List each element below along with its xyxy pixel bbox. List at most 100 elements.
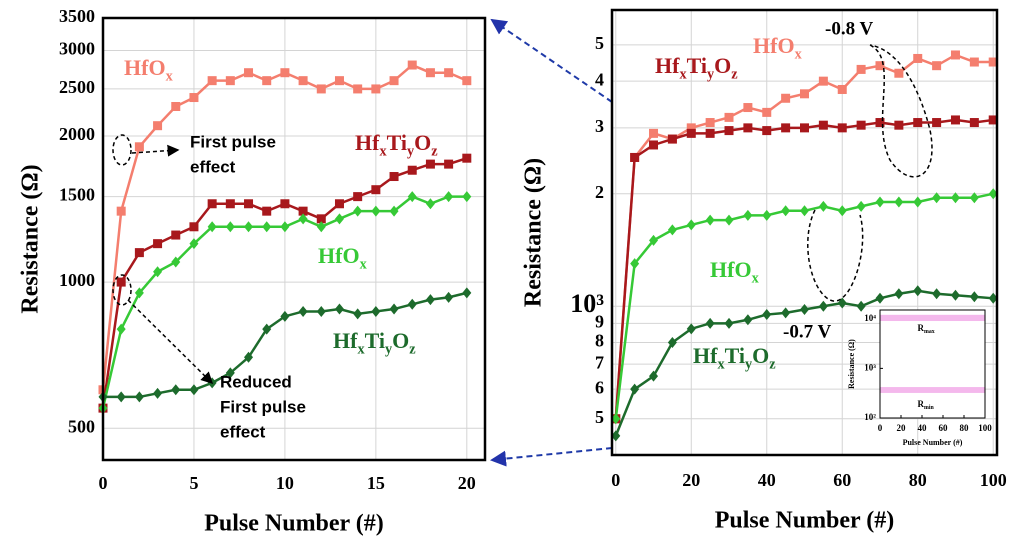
data-point — [334, 213, 344, 225]
data-point — [134, 142, 144, 152]
data-point — [334, 76, 344, 86]
x-axis-label: Pulse Number (#) — [903, 438, 963, 447]
data-point — [800, 205, 809, 217]
data-point — [353, 84, 363, 94]
y-tick-label: 500 — [68, 416, 95, 436]
data-point — [389, 303, 399, 315]
plot-frame — [610, 8, 999, 457]
data-point — [969, 118, 979, 128]
data-point — [649, 140, 659, 150]
data-point — [649, 234, 659, 246]
y-tick-label: 3 — [595, 116, 604, 136]
data-point — [988, 188, 998, 200]
data-point — [837, 205, 847, 217]
data-point — [837, 123, 847, 133]
zoom-connector — [490, 18, 613, 103]
x-tick-label: 0 — [99, 473, 108, 493]
y-tick-label: 1000 — [59, 270, 95, 290]
data-point — [894, 68, 904, 78]
x-tick-label: 20 — [458, 473, 476, 493]
data-point — [189, 93, 199, 103]
x-tick-label: 80 — [960, 423, 970, 433]
data-point — [913, 285, 923, 297]
x-axis-label: Pulse Number (#) — [715, 508, 895, 534]
data-point — [171, 102, 181, 112]
x-tick-label: 40 — [758, 470, 776, 490]
data-point — [988, 115, 998, 125]
data-point — [334, 199, 344, 209]
chart: 0 20 40 60 80 100 10² 10³ 10⁴ Rmax Rmin Pulse Numbe… — [847, 309, 992, 447]
data-point — [686, 123, 696, 133]
data-point — [969, 192, 979, 204]
annotation: -0.7 V — [783, 321, 831, 342]
data-point — [611, 430, 621, 442]
x-tick-label: 5 — [189, 473, 198, 493]
data-point — [116, 277, 126, 287]
x-tick-label: 0 — [611, 470, 620, 490]
data-point — [425, 68, 435, 78]
band — [880, 314, 985, 322]
callout-arrow — [127, 299, 214, 385]
data-point — [134, 287, 144, 299]
data-point — [280, 221, 290, 233]
data-point — [950, 192, 960, 204]
data-point — [407, 60, 417, 70]
data-point — [950, 50, 960, 60]
series-label: HfOx — [710, 257, 760, 287]
y-tick-label: 10⁴ — [864, 313, 876, 323]
x-tick-label: 20 — [897, 423, 907, 433]
data-point — [686, 128, 696, 138]
data-point — [244, 68, 254, 78]
y-tick-label: 2000 — [59, 124, 95, 144]
x-tick-label: 100 — [980, 470, 1007, 490]
data-point — [425, 294, 435, 306]
data-point — [705, 317, 715, 329]
data-point — [171, 384, 181, 396]
data-point — [724, 112, 734, 122]
data-point — [189, 222, 199, 232]
data-point — [262, 206, 272, 216]
data-point — [649, 370, 659, 382]
data-point — [781, 93, 791, 103]
data-point — [316, 214, 326, 224]
series-label: HfxTiyOz — [355, 130, 438, 160]
data-point — [705, 128, 715, 138]
y-tick-label: 10² — [864, 412, 876, 422]
data-point — [800, 123, 809, 133]
x-tick-label: 100 — [978, 423, 992, 433]
data-point — [818, 76, 828, 86]
callout — [807, 209, 864, 302]
data-point — [462, 191, 472, 203]
data-point — [116, 206, 126, 216]
plot-frame — [879, 309, 986, 419]
data-point — [371, 205, 381, 217]
x-tick-label: 60 — [939, 423, 949, 433]
data-point — [389, 76, 399, 86]
data-point — [389, 172, 399, 182]
data-point — [856, 120, 866, 130]
series-label: HfOx — [318, 243, 368, 273]
data-point — [686, 323, 696, 335]
data-point — [875, 196, 885, 208]
data-point — [134, 248, 144, 258]
data-point — [462, 76, 472, 86]
data-point — [818, 120, 828, 130]
y-tick-label: 1500 — [59, 185, 95, 205]
data-point — [800, 304, 809, 316]
data-point — [762, 209, 772, 221]
data-point — [743, 209, 753, 221]
data-point — [371, 84, 381, 94]
y-tick-label: 10³ — [864, 362, 876, 372]
data-point — [630, 152, 640, 162]
x-tick-label: 10 — [276, 473, 294, 493]
x-tick-label: 40 — [918, 423, 928, 433]
data-point — [630, 383, 640, 395]
data-point — [298, 76, 308, 86]
data-point — [134, 391, 144, 403]
data-point — [913, 196, 923, 208]
data-point — [262, 323, 272, 335]
callout — [112, 274, 132, 306]
data-point — [171, 230, 181, 240]
y-axis-label: Resistance (Ω) — [521, 158, 547, 307]
series-label: HfxTiyOz — [655, 53, 738, 83]
